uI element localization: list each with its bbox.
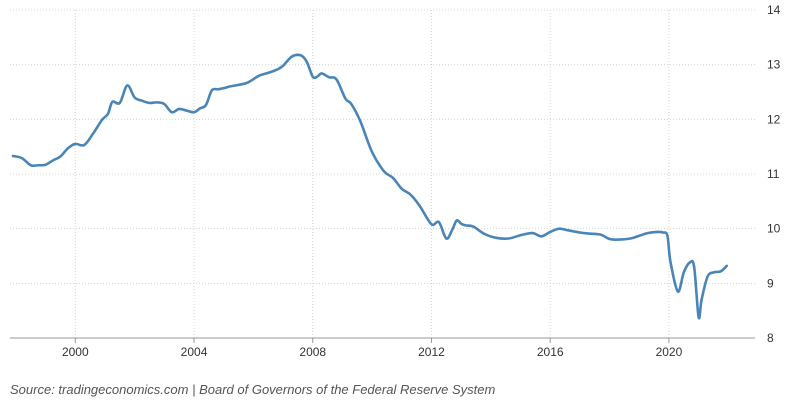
x-axis xyxy=(10,337,755,343)
x-tick-label: 2016 xyxy=(537,345,564,359)
series-line xyxy=(11,53,729,320)
y-tick-label: 13 xyxy=(767,58,781,72)
y-tick-label: 12 xyxy=(767,112,781,126)
x-tick-label: 2012 xyxy=(418,345,445,359)
x-tick-label: 2008 xyxy=(299,345,326,359)
tick-labels: 8 9 10 11 12 13 14 2000 2004 2008 2012 2016 2020 xyxy=(62,3,781,359)
grid-lines xyxy=(10,9,755,338)
y-tick-label: 10 xyxy=(767,222,781,236)
y-tick-label: 8 xyxy=(767,331,774,345)
y-tick-label: 11 xyxy=(767,167,780,181)
source-note: Source: tradingeconomics.com | Board of … xyxy=(10,382,496,397)
x-tick-label: 2000 xyxy=(62,345,89,359)
series-layer xyxy=(11,53,729,320)
x-tick-label: 2020 xyxy=(656,345,683,359)
x-tick-label: 2004 xyxy=(181,345,208,359)
y-tick-label: 14 xyxy=(767,3,781,17)
y-tick-label: 9 xyxy=(767,276,774,290)
